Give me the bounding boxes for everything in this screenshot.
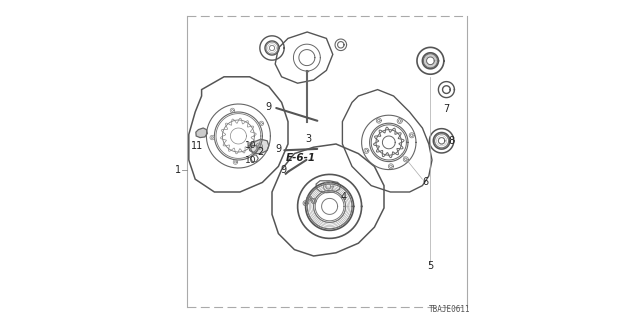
Text: 7: 7 [444, 104, 449, 114]
Text: 1: 1 [175, 164, 180, 175]
Text: 8: 8 [448, 136, 454, 146]
Text: 9: 9 [280, 164, 286, 175]
Text: 10: 10 [244, 141, 256, 150]
Text: 9: 9 [275, 144, 282, 154]
Text: TBAJE0611: TBAJE0611 [429, 305, 470, 314]
Polygon shape [249, 139, 269, 154]
Text: E-6-1: E-6-1 [285, 153, 316, 164]
Polygon shape [196, 128, 207, 138]
Text: 6: 6 [422, 177, 429, 188]
Text: 3: 3 [306, 134, 312, 144]
Text: 5: 5 [428, 260, 433, 271]
Text: 11: 11 [191, 140, 203, 151]
Text: 10: 10 [244, 156, 256, 164]
Text: 9: 9 [266, 102, 272, 112]
Text: 2: 2 [258, 147, 264, 157]
Text: 4: 4 [341, 192, 347, 202]
